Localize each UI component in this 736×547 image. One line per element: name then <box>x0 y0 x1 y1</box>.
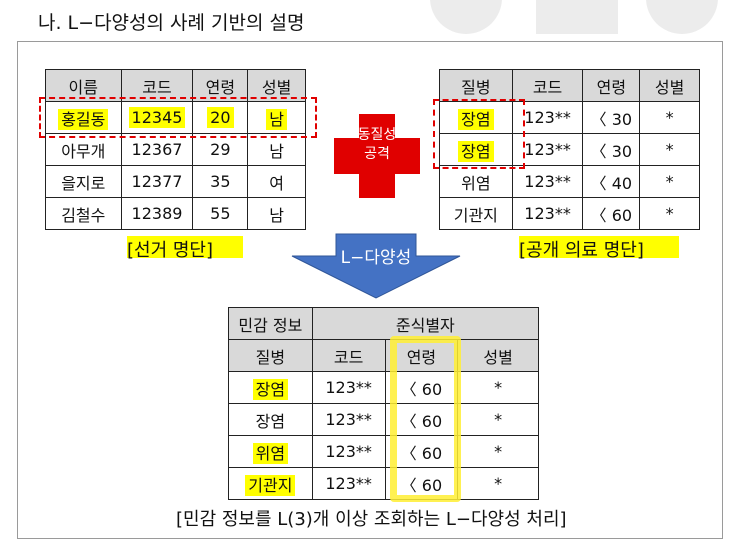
table-cell: * <box>457 467 539 500</box>
table-cell: 123** <box>311 403 386 436</box>
column-header: 코드 <box>120 69 194 102</box>
table-cell: 김철수 <box>45 197 122 230</box>
table-cell: 남 <box>247 133 306 166</box>
table-cell: 123** <box>511 165 584 198</box>
table-cell: * <box>457 435 539 468</box>
table-cell: 20 <box>207 107 234 128</box>
table-cell: 여 <box>247 165 306 198</box>
diagram-frame <box>17 41 723 539</box>
table-cell: * <box>639 133 700 166</box>
table-header-row: 질병 코드 연령 성별 <box>228 339 539 372</box>
column-header: 연령 <box>192 69 249 102</box>
table-cell: 12367 <box>120 133 194 166</box>
group-header: 준식별자 <box>311 307 540 340</box>
caption-highlight <box>127 236 243 258</box>
table-cell: 〈 60 <box>582 197 641 230</box>
medical-caption: [공개 의료 명단] <box>519 240 644 261</box>
decorative-circle <box>646 0 718 34</box>
column-header: 질병 <box>439 69 513 102</box>
decorative-rectangle <box>536 0 618 34</box>
table-cell: 12345 <box>128 107 186 128</box>
table-cell: 29 <box>192 133 249 166</box>
table-cell: 123** <box>311 435 386 468</box>
table-row: 장염 123** 〈 60 * <box>228 403 539 436</box>
table-row: 김철수 12389 55 남 <box>45 197 306 230</box>
table-cell: 12377 <box>120 165 194 198</box>
section-title: 나. L−다양성의 사례 기반의 설명 <box>38 12 305 34</box>
table-cell: 남 <box>266 108 287 130</box>
table-cell: 123** <box>311 371 386 404</box>
table-cell: * <box>457 403 539 436</box>
table-header-row: 질병 코드 연령 성별 <box>439 69 700 102</box>
table-cell: 장염 <box>228 403 313 436</box>
age-column-highlight <box>390 336 461 502</box>
column-header: 연령 <box>582 69 641 102</box>
table-cell: 123** <box>511 197 584 230</box>
table-cell: * <box>639 165 700 198</box>
dashed-highlight-box <box>39 97 317 138</box>
table-row: 홍길동 12345 20 남 <box>45 101 306 134</box>
table-row: 장염 123** 〈 30 * <box>439 101 700 134</box>
table-row: 을지로 12377 35 여 <box>45 165 306 198</box>
table-cell: 〈 40 <box>582 165 641 198</box>
table-row: 장염 123** 〈 30 * <box>439 133 700 166</box>
table-cell: 을지로 <box>45 165 122 198</box>
group-header: 민감 정보 <box>228 307 313 340</box>
bottom-caption: [민감 정보를 L(3)개 이상 조회하는 L−다양성 처리] <box>176 509 567 530</box>
column-header: 성별 <box>457 339 539 372</box>
table-cell: 〈 30 <box>582 133 641 166</box>
table-cell: * <box>639 197 700 230</box>
table-cell: 35 <box>192 165 249 198</box>
result-table: 민감 정보 준식별자 질병 코드 연령 성별 장염 123** 〈 60 * 장… <box>228 307 540 500</box>
table-cell: 아무개 <box>45 133 122 166</box>
table-row: 장염 123** 〈 60 * <box>228 371 539 404</box>
table-group-header-row: 민감 정보 준식별자 <box>228 307 540 340</box>
table-cell: 12389 <box>120 197 194 230</box>
table-row: 아무개 12367 29 남 <box>45 133 306 166</box>
table-row: 기관지 123** 〈 60 * <box>439 197 700 230</box>
table-cell: * <box>457 371 539 404</box>
table-cell: 위염 <box>439 165 513 198</box>
table-cell: 장염 <box>252 378 289 400</box>
column-header: 성별 <box>247 69 306 102</box>
table-cell: * <box>639 101 700 134</box>
homogeneity-attack-label: 동질성 공격 <box>357 127 397 162</box>
medical-table: 질병 코드 연령 성별 장염 123** 〈 30 * 장염 123** 〈 3… <box>439 69 700 230</box>
table-row: 위염 123** 〈 60 * <box>228 435 539 468</box>
homogeneity-attack-cross <box>359 114 395 198</box>
table-cell: 기관지 <box>245 474 296 496</box>
column-header: 성별 <box>639 69 700 102</box>
table-cell: 기관지 <box>439 197 513 230</box>
arrow-label: L−다양성 <box>340 248 412 268</box>
table-cell: 남 <box>247 197 306 230</box>
table-row: 위염 123** 〈 40 * <box>439 165 700 198</box>
caption-highlight <box>519 236 679 258</box>
l-diversity-arrow <box>291 233 461 299</box>
table-row: 기관지 123** 〈 60 * <box>228 467 539 500</box>
column-header: 질병 <box>228 339 313 372</box>
table-cell: 장염 <box>458 108 494 130</box>
table-cell: 55 <box>192 197 249 230</box>
table-cell: 〈 30 <box>582 101 641 134</box>
election-caption: [선거 명단] <box>127 240 214 261</box>
table-cell: 홍길동 <box>58 108 109 130</box>
table-cell: 위염 <box>252 442 289 464</box>
table-cell: 123** <box>311 467 386 500</box>
election-table: 이름 코드 연령 성별 홍길동 12345 20 남 아무개 12367 29 … <box>45 69 306 230</box>
dashed-highlight-box <box>433 99 525 169</box>
column-header: 코드 <box>511 69 584 102</box>
column-header: 코드 <box>311 339 386 372</box>
table-cell: 장염 <box>458 140 494 162</box>
decorative-circle <box>430 0 502 34</box>
